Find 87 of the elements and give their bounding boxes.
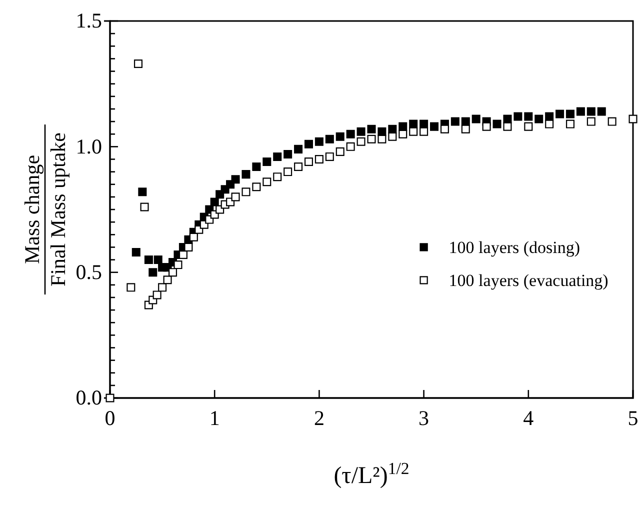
point xyxy=(163,276,172,284)
x-tick-label: 5 xyxy=(628,406,638,430)
point xyxy=(152,290,162,300)
point xyxy=(138,188,147,196)
point xyxy=(158,283,167,292)
x-tick-label: 0 xyxy=(104,406,116,430)
point xyxy=(628,114,638,124)
point xyxy=(524,112,533,121)
point xyxy=(356,127,366,136)
point xyxy=(356,137,366,146)
point xyxy=(148,268,158,277)
point xyxy=(252,182,261,192)
point xyxy=(524,122,533,131)
point xyxy=(450,117,460,126)
point xyxy=(174,260,182,270)
point xyxy=(367,134,376,144)
point xyxy=(534,114,544,124)
point xyxy=(231,192,240,202)
legend-label: 100 layers (dosing) xyxy=(448,238,580,258)
x-tick-label: 1 xyxy=(209,406,220,430)
point xyxy=(242,170,250,179)
point xyxy=(597,107,606,116)
point xyxy=(284,168,292,176)
point xyxy=(132,248,140,256)
point xyxy=(378,134,386,144)
point xyxy=(576,107,585,116)
point xyxy=(325,152,334,161)
point xyxy=(294,144,303,154)
legend-label: 100 layers (evacuating) xyxy=(448,271,608,290)
point xyxy=(284,150,292,158)
point xyxy=(545,120,554,128)
point xyxy=(126,283,136,292)
point xyxy=(252,162,261,172)
point xyxy=(144,256,153,264)
point xyxy=(514,112,522,121)
point xyxy=(273,152,282,161)
point xyxy=(545,112,554,121)
point xyxy=(184,242,193,252)
point xyxy=(440,124,449,134)
point xyxy=(346,130,355,138)
point xyxy=(210,198,219,206)
x-tick-label: 4 xyxy=(523,406,534,430)
point xyxy=(231,175,240,184)
point xyxy=(398,130,408,138)
x-axis-title: (τ/L²)$^{1/2}$ xyxy=(334,458,410,489)
point xyxy=(566,110,574,118)
y-tick-label: 0.5 xyxy=(76,260,102,284)
point xyxy=(336,132,344,141)
x-tick-label: 3 xyxy=(418,406,430,430)
point xyxy=(409,127,418,136)
point xyxy=(154,256,162,264)
y-axis-title: Mass change Final Mass uptake xyxy=(20,132,70,286)
point xyxy=(472,114,480,124)
point xyxy=(304,140,313,148)
point xyxy=(273,172,282,182)
point xyxy=(586,117,596,126)
point xyxy=(346,142,355,151)
point xyxy=(608,117,616,126)
point xyxy=(492,120,502,128)
y-tick-label: 1.5 xyxy=(76,8,102,33)
point xyxy=(482,122,491,131)
point xyxy=(556,110,564,118)
x-tick-label: 2 xyxy=(314,406,324,430)
point xyxy=(262,157,272,166)
point xyxy=(586,107,596,116)
y-tick-label: 0.0 xyxy=(76,386,102,410)
point xyxy=(420,127,428,136)
point xyxy=(388,132,397,141)
point xyxy=(168,268,178,277)
point xyxy=(106,394,114,402)
point xyxy=(325,134,334,144)
point xyxy=(314,137,324,146)
point xyxy=(189,232,198,242)
point xyxy=(294,162,303,172)
point xyxy=(304,157,313,166)
point xyxy=(461,124,470,134)
point xyxy=(242,188,250,196)
point xyxy=(134,59,142,68)
point xyxy=(140,202,149,212)
y-tick-label: 1.0 xyxy=(76,134,102,158)
point xyxy=(262,178,272,186)
point xyxy=(566,120,574,128)
point xyxy=(430,122,439,131)
point xyxy=(336,147,344,156)
point xyxy=(314,154,324,164)
point xyxy=(503,122,512,131)
point xyxy=(367,124,376,134)
